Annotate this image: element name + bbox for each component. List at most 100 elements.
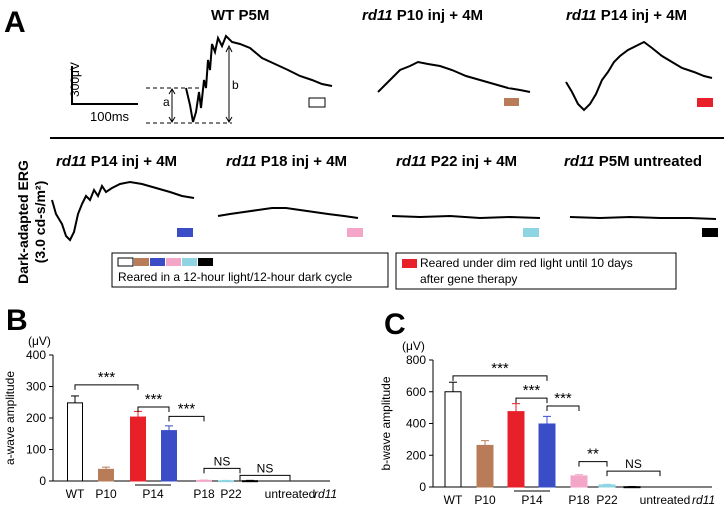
significance-label: NS — [625, 457, 642, 471]
group-label-untreated: untreated — [640, 493, 691, 507]
erg-trace-p18 — [217, 207, 359, 219]
significance-bracket — [239, 474, 291, 481]
group-label-wt: WT — [66, 487, 85, 501]
group-label-p18: P18 — [568, 493, 590, 507]
legend-swatch-wt — [117, 257, 134, 267]
group-label-untreated: untreated — [265, 487, 316, 501]
significance-label: ** — [587, 446, 599, 463]
swatch-p14-red — [697, 98, 713, 107]
y-tick-label: 0 — [39, 474, 46, 488]
marker-b-arrowheads — [225, 44, 233, 123]
scale-bar — [71, 66, 138, 105]
y-tick-label: 300 — [26, 380, 46, 394]
significance-bracket — [515, 397, 548, 404]
group-label-p10: P10 — [474, 493, 496, 507]
panel-label: B — [6, 304, 28, 337]
bar-p14 — [130, 416, 146, 482]
significance-label: NS — [214, 454, 231, 468]
significance-label: *** — [98, 369, 116, 386]
group-label-p22: P22 — [220, 487, 242, 501]
significance-bracket — [546, 405, 580, 412]
side-label-line2: (3.0 cd-s/m²) — [32, 181, 48, 263]
trace-title-p22: rd11 P22 inj + 4M — [396, 153, 517, 170]
significance-label: *** — [554, 390, 572, 407]
trace-title-p14-blue: rd11 P14 inj + 4M — [56, 153, 177, 170]
trace-title-untreated: rd11 P5M untreated — [564, 153, 702, 170]
y-tick-label: 400 — [406, 417, 426, 431]
legend-swatch-red — [402, 259, 417, 268]
significance-bracket — [606, 470, 661, 477]
y-tick-label: 200 — [26, 411, 46, 425]
significance-bracket — [137, 406, 170, 412]
significance-bracket — [168, 415, 205, 422]
bar-p14 — [538, 423, 556, 488]
swatch-wt — [308, 97, 326, 108]
y-tick-label: 600 — [406, 385, 426, 399]
swatch-untreated — [702, 228, 718, 237]
erg-trace-p14-red — [565, 40, 713, 112]
strain-label: rd11 — [692, 493, 715, 507]
significance-label: NS — [257, 461, 274, 475]
group-label-p22: P22 — [596, 493, 618, 507]
legend-swatch-p18 — [166, 258, 181, 266]
strain-label: rd11 — [314, 487, 337, 501]
erg-trace-wt — [185, 34, 333, 123]
bar-p18 — [570, 475, 588, 488]
legend-left-text: Reared in a 12-hour light/12-hour dark c… — [118, 270, 352, 284]
legend-swatch-untreated — [198, 258, 213, 266]
legend-swatch-p14-blue — [150, 258, 165, 266]
y-axis-label: a-wave amplitude — [3, 371, 17, 465]
bar-wt — [444, 391, 462, 488]
significance-bracket — [452, 375, 548, 381]
y-tick-label: 400 — [26, 348, 46, 362]
significance-label: *** — [491, 360, 509, 377]
trace-title-wt: WT P5M — [211, 7, 269, 24]
y-axis-label: b-wave amplitude — [379, 376, 393, 470]
group-label-p14: P14 — [521, 493, 543, 507]
panel-a-label: A — [4, 6, 26, 39]
significance-bracket — [74, 384, 139, 390]
significance-label: *** — [145, 391, 163, 408]
y-tick-label: 800 — [406, 353, 426, 367]
y-tick-label: 200 — [406, 448, 426, 462]
trace-title-p14-red: rd11 P14 inj + 4M — [566, 7, 687, 24]
chart-b-wave: C(μV) b-wave amplitude 0 200 400 600 800 WT P10 P… — [379, 308, 715, 507]
legend-box-right — [395, 252, 677, 290]
legend-right-line1: Reared under dim red light until 10 days — [420, 256, 633, 270]
swatch-p18 — [347, 228, 363, 237]
bar-p14 — [161, 430, 177, 482]
legend-swatch-p10 — [134, 258, 149, 266]
significance-bracket — [578, 461, 608, 467]
group-label-p10: P10 — [95, 487, 117, 501]
legend-dim-red: Reared under dim red light until 10 days… — [395, 252, 677, 290]
erg-trace-p22 — [391, 214, 541, 220]
significance-label: *** — [178, 400, 196, 417]
marker-b-label: b — [232, 78, 239, 92]
y-tick-label: 0 — [419, 480, 426, 494]
bar-wt — [67, 402, 83, 482]
scale-y-label: 300μV — [68, 62, 82, 97]
bar-p14 — [507, 411, 525, 488]
significance-bracket — [203, 467, 241, 474]
significance-label: *** — [523, 382, 541, 399]
bar-p10 — [476, 444, 494, 488]
swatch-p14-blue — [177, 228, 193, 237]
trace-title-p18: rd11 P18 inj + 4M — [226, 153, 347, 170]
unit-label: (μV) — [28, 334, 51, 348]
legend-right-line2: after gene therapy — [420, 272, 517, 286]
group-label-p18: P18 — [193, 487, 215, 501]
group-label-wt: WT — [444, 493, 463, 507]
bar-p10 — [98, 468, 114, 482]
panel-a-side-label: Dark-adapted ERG (3.0 cd-s/m²) — [15, 160, 48, 284]
erg-trace-p10 — [377, 60, 531, 93]
chart-a-wave: B(μV) a-wave amplitude 0 100 200 300 400 WT P10 P… — [3, 304, 337, 501]
swatch-p22 — [523, 228, 539, 237]
erg-trace-untreated — [569, 215, 717, 220]
legend-light-dark: Reared in a 12-hour light/12-hour dark c… — [111, 252, 389, 288]
unit-label: (μV) — [402, 339, 425, 353]
panel-label: C — [384, 308, 406, 341]
side-label-line1: Dark-adapted ERG — [15, 160, 31, 284]
erg-trace-p14-blue — [51, 180, 195, 242]
swatch-p10 — [504, 98, 519, 106]
